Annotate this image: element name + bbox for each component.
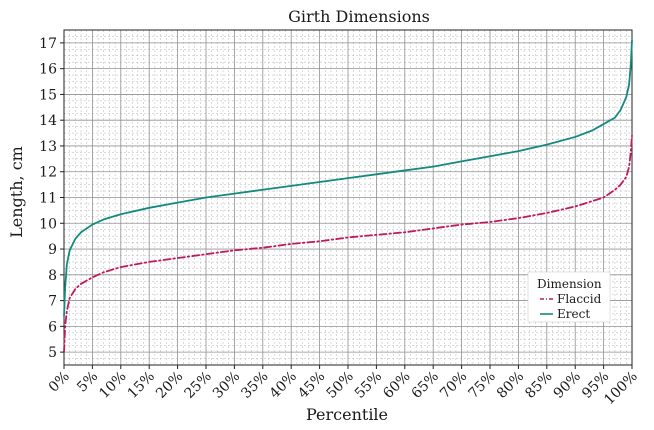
legend: Dimension Flaccid Erect: [527, 271, 611, 323]
x-axis-ticks: 0% 5%10%15%20%25%30%35%40%45%50%55%60%65%…: [46, 365, 641, 408]
x-tick-label: 75%: [466, 369, 499, 402]
series-line-erect: [63, 39, 633, 317]
y-axis-ticks: 5 6 7 8 9 10 11 12 13 14 15 16 17: [39, 36, 64, 361]
x-tick-label: 20%: [153, 369, 186, 402]
chart-title: Girth Dimensions: [288, 7, 430, 26]
y-tick-label: 6: [48, 319, 57, 335]
x-tick-label: 35%: [238, 369, 271, 402]
x-tick-label: 60%: [380, 369, 413, 402]
x-tick-label: 30%: [210, 369, 243, 402]
y-tick-label: 12: [39, 165, 57, 181]
y-tick-label: 7: [48, 294, 57, 310]
series-layer: [63, 39, 633, 354]
x-tick-label: 0%: [46, 369, 73, 396]
y-tick-label: 17: [39, 36, 57, 52]
legend-label-erect: Erect: [557, 307, 590, 321]
y-tick-label: 5: [48, 345, 57, 361]
x-tick-label: 50%: [324, 369, 357, 402]
x-tick-label: 40%: [267, 369, 300, 402]
x-tick-label: 90%: [551, 369, 584, 402]
legend-title: Dimension: [537, 277, 602, 291]
x-tick-label: 25%: [182, 369, 215, 402]
y-tick-label: 15: [39, 87, 57, 103]
x-tick-label: 85%: [522, 369, 555, 402]
y-tick-label: 11: [39, 191, 57, 207]
x-axis-label: Percentile: [306, 405, 388, 424]
x-tick-label: 80%: [494, 369, 527, 402]
x-tick-label: 70%: [437, 369, 470, 402]
y-tick-label: 16: [39, 62, 57, 78]
y-axis-label: Length, cm: [7, 146, 26, 238]
x-tick-label: 65%: [409, 369, 442, 402]
x-tick-label: 55%: [352, 369, 385, 402]
y-tick-label: 8: [48, 268, 57, 284]
x-tick-label: 15%: [125, 369, 158, 402]
series-line-flaccid: [63, 134, 633, 354]
x-tick-label: 100%: [601, 369, 641, 409]
x-tick-label: 45%: [295, 369, 328, 402]
y-tick-label: 10: [39, 216, 57, 232]
y-tick-label: 13: [39, 139, 57, 155]
y-tick-label: 9: [48, 242, 57, 258]
y-tick-label: 14: [39, 113, 57, 129]
x-tick-label: 10%: [96, 369, 129, 402]
legend-label-flaccid: Flaccid: [557, 292, 602, 306]
